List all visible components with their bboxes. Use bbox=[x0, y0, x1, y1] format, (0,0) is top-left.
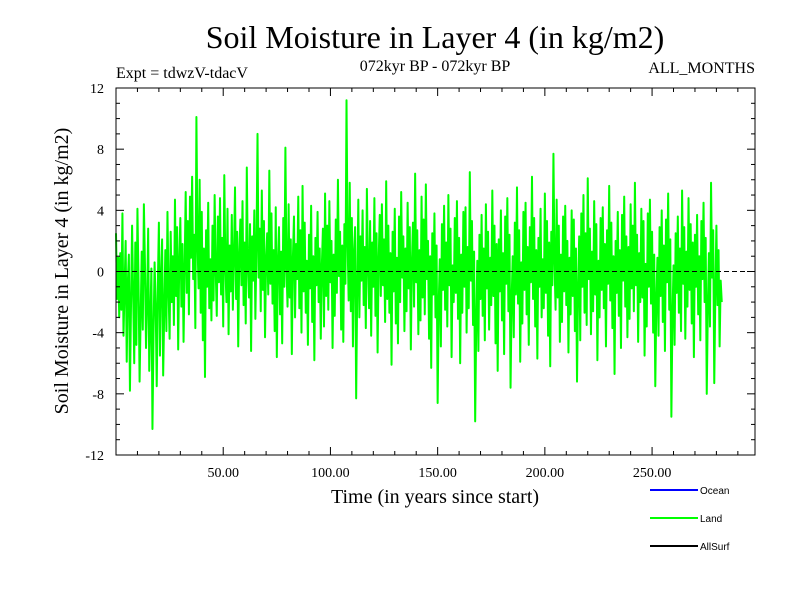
months-label: ALL_MONTHS bbox=[648, 60, 755, 77]
y-tick-label: -12 bbox=[85, 449, 104, 464]
x-tick-label: 250.00 bbox=[633, 466, 672, 481]
x-tick-label: 100.00 bbox=[311, 466, 350, 481]
experiment-label: Expt = tdwzV-tdacV bbox=[116, 65, 248, 82]
x-tick-label: 50.00 bbox=[207, 466, 239, 481]
y-tick-label: 0 bbox=[97, 266, 104, 281]
y-tick-label: -4 bbox=[92, 327, 104, 342]
y-tick-label: 4 bbox=[97, 204, 104, 219]
chart-title: Soil Moisture in Layer 4 (in kg/m2) bbox=[206, 19, 665, 55]
x-tick-label: 200.00 bbox=[526, 466, 565, 481]
plot-area: -12 -8 -4 0 4 8 12 50.00 100.00 150.00 200.00 250.0… bbox=[85, 82, 756, 481]
y-tick-label: 8 bbox=[97, 143, 104, 158]
x-axis-label: Time (in years since start) bbox=[331, 486, 539, 508]
legend-label-allsurf: AllSurf bbox=[700, 542, 730, 553]
legend: Ocean Land AllSurf bbox=[650, 486, 730, 553]
legend-label-ocean: Ocean bbox=[700, 486, 729, 497]
y-tick-label: 12 bbox=[90, 82, 104, 97]
y-tick-label: -8 bbox=[92, 388, 104, 403]
legend-label-land: Land bbox=[700, 514, 722, 525]
y-axis-label: Soil Moisture in Layer 4 (in kg/m2) bbox=[51, 128, 73, 415]
time-range-label: 072kyr BP - 072kyr BP bbox=[360, 58, 511, 75]
x-tick-label: 150.00 bbox=[418, 466, 457, 481]
series-line-land bbox=[115, 99, 723, 430]
